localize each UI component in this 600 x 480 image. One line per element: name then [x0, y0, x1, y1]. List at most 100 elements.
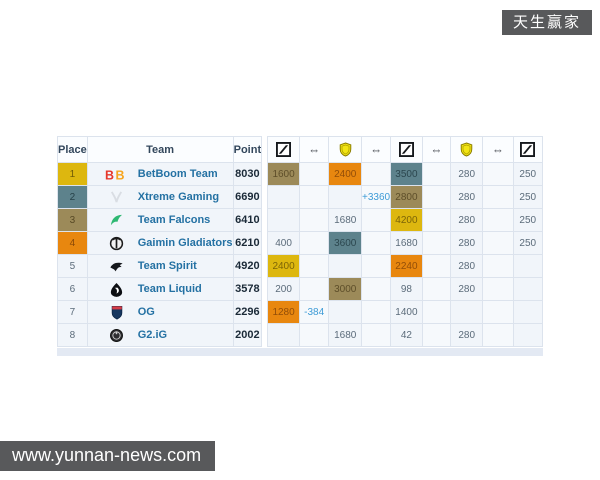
- team-cell[interactable]: Team Falcons: [86, 208, 234, 232]
- team-name[interactable]: OG: [137, 306, 155, 318]
- team-cell[interactable]: Gaimin Gladiators: [86, 231, 234, 255]
- delta-cell: [421, 208, 452, 232]
- place-cell: 6: [57, 277, 88, 301]
- standings-board: Place Team Point 1 B B BetBoom Team 8030 2 Xtr…: [57, 136, 544, 356]
- esl-square-icon: [276, 142, 292, 157]
- esl-square-icon: [520, 142, 536, 157]
- event-points-cell: 2240: [390, 254, 423, 278]
- event-points-cell: 280: [450, 323, 484, 347]
- team-cell[interactable]: B B BetBoom Team: [86, 162, 234, 186]
- team-cell[interactable]: Team Liquid: [86, 277, 234, 301]
- column-swap-arrows: ⇔: [361, 136, 392, 163]
- svg-text:B: B: [105, 168, 114, 181]
- delta-cell: [298, 208, 330, 232]
- table-row-events: 400 3600 1680 280 250: [267, 231, 544, 255]
- delta-cell: -384: [298, 300, 330, 324]
- table-row: 3 Team Falcons 6410: [57, 208, 263, 232]
- event-points-cell: 200: [267, 277, 300, 301]
- team-name[interactable]: Xtreme Gaming: [137, 191, 220, 203]
- delta-cell: [482, 185, 514, 209]
- team-name[interactable]: G2.iG: [137, 329, 168, 341]
- column-swap-arrows: ⇔: [298, 136, 330, 163]
- team-cell[interactable]: OG: [86, 300, 234, 324]
- event-points-cell: 3500: [390, 162, 423, 186]
- table-row: 6 Team Liquid 3578: [57, 277, 263, 301]
- delta-cell: +3360: [361, 185, 392, 209]
- delta-cell: [421, 300, 452, 324]
- table-row-events: +3360 2800 280 250: [267, 185, 544, 209]
- event-column-header[interactable]: [267, 136, 300, 163]
- team-name[interactable]: Team Liquid: [137, 283, 202, 295]
- event-points-cell: [450, 300, 484, 324]
- delta-cell: [361, 254, 392, 278]
- table-row-events: 1680 4200 280 250: [267, 208, 544, 232]
- team-cell[interactable]: G2.iG: [86, 323, 234, 347]
- place-cell: 1: [57, 162, 88, 186]
- point-cell: 6690: [232, 185, 263, 209]
- standings-table-left: Place Team Point 1 B B BetBoom Team 8030 2 Xtr…: [57, 136, 263, 347]
- team-cell[interactable]: Xtreme Gaming: [86, 185, 234, 209]
- col-header-team: Team: [86, 136, 234, 163]
- point-cell: 2296: [232, 300, 263, 324]
- delta-cell: [298, 277, 330, 301]
- delta-cell: [421, 231, 452, 255]
- event-points-cell: 250: [512, 162, 544, 186]
- point-cell: 4920: [232, 254, 263, 278]
- table-row-events: 200 3000 98 280: [267, 277, 544, 301]
- place-cell: 5: [57, 254, 88, 278]
- delta-cell: [298, 323, 330, 347]
- delta-cell: [482, 208, 514, 232]
- table-footer-strip: [57, 348, 543, 356]
- event-points-cell: 98: [390, 277, 423, 301]
- table-row-events: 1600 2400 3500 280 250: [267, 162, 544, 186]
- place-cell: 8: [57, 323, 88, 347]
- swap-arrows-icon: ⇔: [308, 142, 321, 157]
- shield-icon: [460, 142, 473, 157]
- delta-cell: [482, 300, 514, 324]
- event-points-cell: [512, 300, 544, 324]
- team-cell[interactable]: Team Spirit: [86, 254, 234, 278]
- swap-arrows-icon: ⇔: [370, 142, 383, 157]
- team-name[interactable]: BetBoom Team: [137, 168, 218, 180]
- event-column-header[interactable]: [390, 136, 423, 163]
- table-row: 1 B B BetBoom Team 8030: [57, 162, 263, 186]
- delta-cell: [482, 162, 514, 186]
- event-points-cell: 3000: [328, 277, 363, 301]
- swap-arrows-icon: ⇔: [491, 142, 504, 157]
- team-name[interactable]: Gaimin Gladiators: [137, 237, 233, 249]
- standings-table-events: ⇔ ⇔ ⇔ ⇔ 1600 2400 3500 280 250 +3360 2800 280 250 16…: [267, 136, 544, 347]
- event-points-cell: 4200: [390, 208, 423, 232]
- event-points-cell: [267, 323, 300, 347]
- delta-cell: [361, 277, 392, 301]
- table-row-events: 2400 2240 280: [267, 254, 544, 278]
- delta-cell: [361, 162, 392, 186]
- col-header-place: Place: [57, 136, 88, 163]
- svg-text:B: B: [116, 168, 125, 181]
- event-points-cell: 250: [512, 185, 544, 209]
- event-points-cell: [328, 185, 363, 209]
- place-cell: 4: [57, 231, 88, 255]
- event-points-cell: [267, 185, 300, 209]
- event-column-header[interactable]: [450, 136, 484, 163]
- swap-arrows-icon: ⇔: [430, 142, 443, 157]
- delta-cell: [361, 300, 392, 324]
- team-name[interactable]: Team Falcons: [137, 214, 211, 226]
- event-points-cell: 1680: [390, 231, 423, 255]
- delta-cell: [482, 323, 514, 347]
- event-points-cell: 400: [267, 231, 300, 255]
- column-swap-arrows: ⇔: [421, 136, 452, 163]
- event-points-cell: 280: [450, 277, 484, 301]
- event-column-header[interactable]: [328, 136, 363, 163]
- event-points-cell: 1400: [390, 300, 423, 324]
- delta-cell: [361, 208, 392, 232]
- table-row-events: 1280 -384 1400: [267, 300, 544, 324]
- event-points-cell: [267, 208, 300, 232]
- event-column-header[interactable]: [512, 136, 544, 163]
- team-name[interactable]: Team Spirit: [137, 260, 197, 272]
- event-points-cell: 280: [450, 254, 484, 278]
- event-points-cell: 42: [390, 323, 423, 347]
- event-points-cell: [328, 300, 363, 324]
- delta-cell: [421, 185, 452, 209]
- table-row: 5 Team Spirit 4920: [57, 254, 263, 278]
